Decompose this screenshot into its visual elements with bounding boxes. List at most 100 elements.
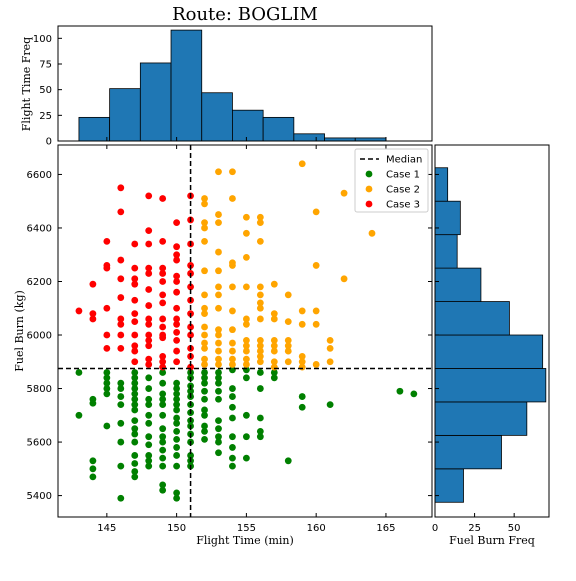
- scatter-point: [215, 291, 222, 299]
- scatter-point: [159, 369, 167, 376]
- scatter-point: [215, 326, 222, 334]
- x-tick-label: 155: [237, 523, 256, 534]
- scatter-point: [131, 240, 139, 248]
- scatter-point: [173, 419, 181, 427]
- scatter-point: [131, 347, 139, 355]
- scatter-point: [145, 320, 153, 328]
- scatter-point: [159, 390, 167, 398]
- top-hist-frame: [57, 25, 433, 142]
- scatter-point: [201, 224, 208, 232]
- scatter-point: [145, 401, 153, 408]
- scatter-point: [117, 419, 125, 427]
- scatter-point: [117, 208, 125, 216]
- scatter-point: [159, 334, 167, 342]
- scatter-point: [103, 379, 111, 387]
- scatter-point: [270, 310, 278, 318]
- scatter-point: [215, 374, 222, 382]
- scatter-point: [256, 353, 264, 360]
- scatter-point: [201, 331, 208, 339]
- right-hist-bar: [434, 167, 449, 202]
- scatter-point: [242, 355, 250, 363]
- legend-marker: [365, 185, 373, 193]
- scatter-point: [298, 160, 306, 168]
- scatter-point: [159, 446, 167, 454]
- scatter-point: [229, 403, 236, 411]
- top-hist-bar: [109, 88, 141, 142]
- scatter-point: [131, 275, 139, 283]
- scatter-point: [145, 264, 153, 272]
- scatter-point: [215, 211, 222, 218]
- scatter-point: [215, 331, 222, 339]
- scatter-point: [173, 358, 181, 366]
- scatter-point: [145, 355, 153, 363]
- scatter-point: [256, 315, 264, 323]
- scatter-point: [229, 283, 236, 291]
- scatter-point: [215, 355, 222, 363]
- scatter-point: [187, 387, 194, 395]
- scatter-point: [229, 433, 236, 441]
- scatter-point: [201, 422, 208, 430]
- scatter-point: [131, 369, 139, 376]
- scatter-point: [145, 374, 153, 382]
- scatter-point: [131, 358, 139, 366]
- right-hist-frame: [434, 144, 550, 518]
- scatter-point: [242, 283, 250, 291]
- scatter-point: [256, 299, 264, 307]
- scatter-point: [270, 342, 278, 350]
- scatter-point: [145, 419, 153, 427]
- scatter-point: [242, 229, 250, 237]
- scatter-point: [173, 452, 181, 459]
- scatter-point: [131, 379, 139, 387]
- scatter-point: [131, 385, 139, 392]
- right-hist-bar: [434, 468, 464, 503]
- scatter-point: [201, 195, 208, 202]
- scatter-point: [159, 195, 167, 202]
- scatter-point: [229, 414, 236, 422]
- scatter-point: [159, 291, 167, 299]
- scatter-point: [326, 358, 334, 366]
- scatter-point: [298, 307, 306, 315]
- top-hist-y-tick-label: 0: [46, 137, 52, 148]
- x-tick-label: 165: [376, 523, 395, 534]
- scatter-point: [201, 411, 208, 419]
- scatter-point: [187, 283, 194, 291]
- scatter-point: [159, 299, 167, 307]
- scatter-point: [229, 462, 236, 470]
- scatter-point: [131, 310, 139, 318]
- scatter-point: [117, 401, 125, 408]
- scatter-point: [159, 323, 167, 331]
- scatter-point: [145, 192, 153, 200]
- right-hist-bar: [434, 267, 482, 302]
- scatter-point: [256, 219, 264, 227]
- scatter-point: [284, 318, 292, 326]
- right-hist-x-tick-label: 0: [432, 523, 438, 534]
- scatter-point: [117, 393, 125, 400]
- scatter-point: [145, 342, 153, 350]
- scatter-point: [256, 304, 264, 312]
- scatter-point: [159, 433, 167, 441]
- scatter-point: [242, 315, 250, 323]
- scatter-point: [89, 310, 97, 318]
- scatter-point: [410, 390, 418, 398]
- scatter-point: [229, 326, 236, 334]
- scatter-point: [187, 323, 194, 331]
- scatter-point: [75, 307, 83, 315]
- scatter-point: [201, 379, 208, 387]
- top-hist-bar: [139, 62, 172, 142]
- scatter-point: [173, 278, 181, 285]
- scatter-point: [117, 494, 125, 502]
- scatter-point: [103, 331, 111, 339]
- scatter-point: [131, 406, 139, 414]
- scatter-point: [215, 417, 222, 425]
- right-hist-x-tick-label: 50: [508, 523, 521, 534]
- scatter-point: [159, 486, 167, 494]
- scatter-point: [145, 286, 153, 293]
- scatter-point: [131, 452, 139, 459]
- scatter-point: [145, 433, 153, 441]
- right-hist-bar: [434, 434, 502, 470]
- scatter-point: [242, 213, 250, 221]
- scatter-point: [201, 304, 208, 312]
- scatter-point: [298, 320, 306, 328]
- scatter-point: [201, 361, 208, 368]
- scatter-point: [215, 339, 222, 347]
